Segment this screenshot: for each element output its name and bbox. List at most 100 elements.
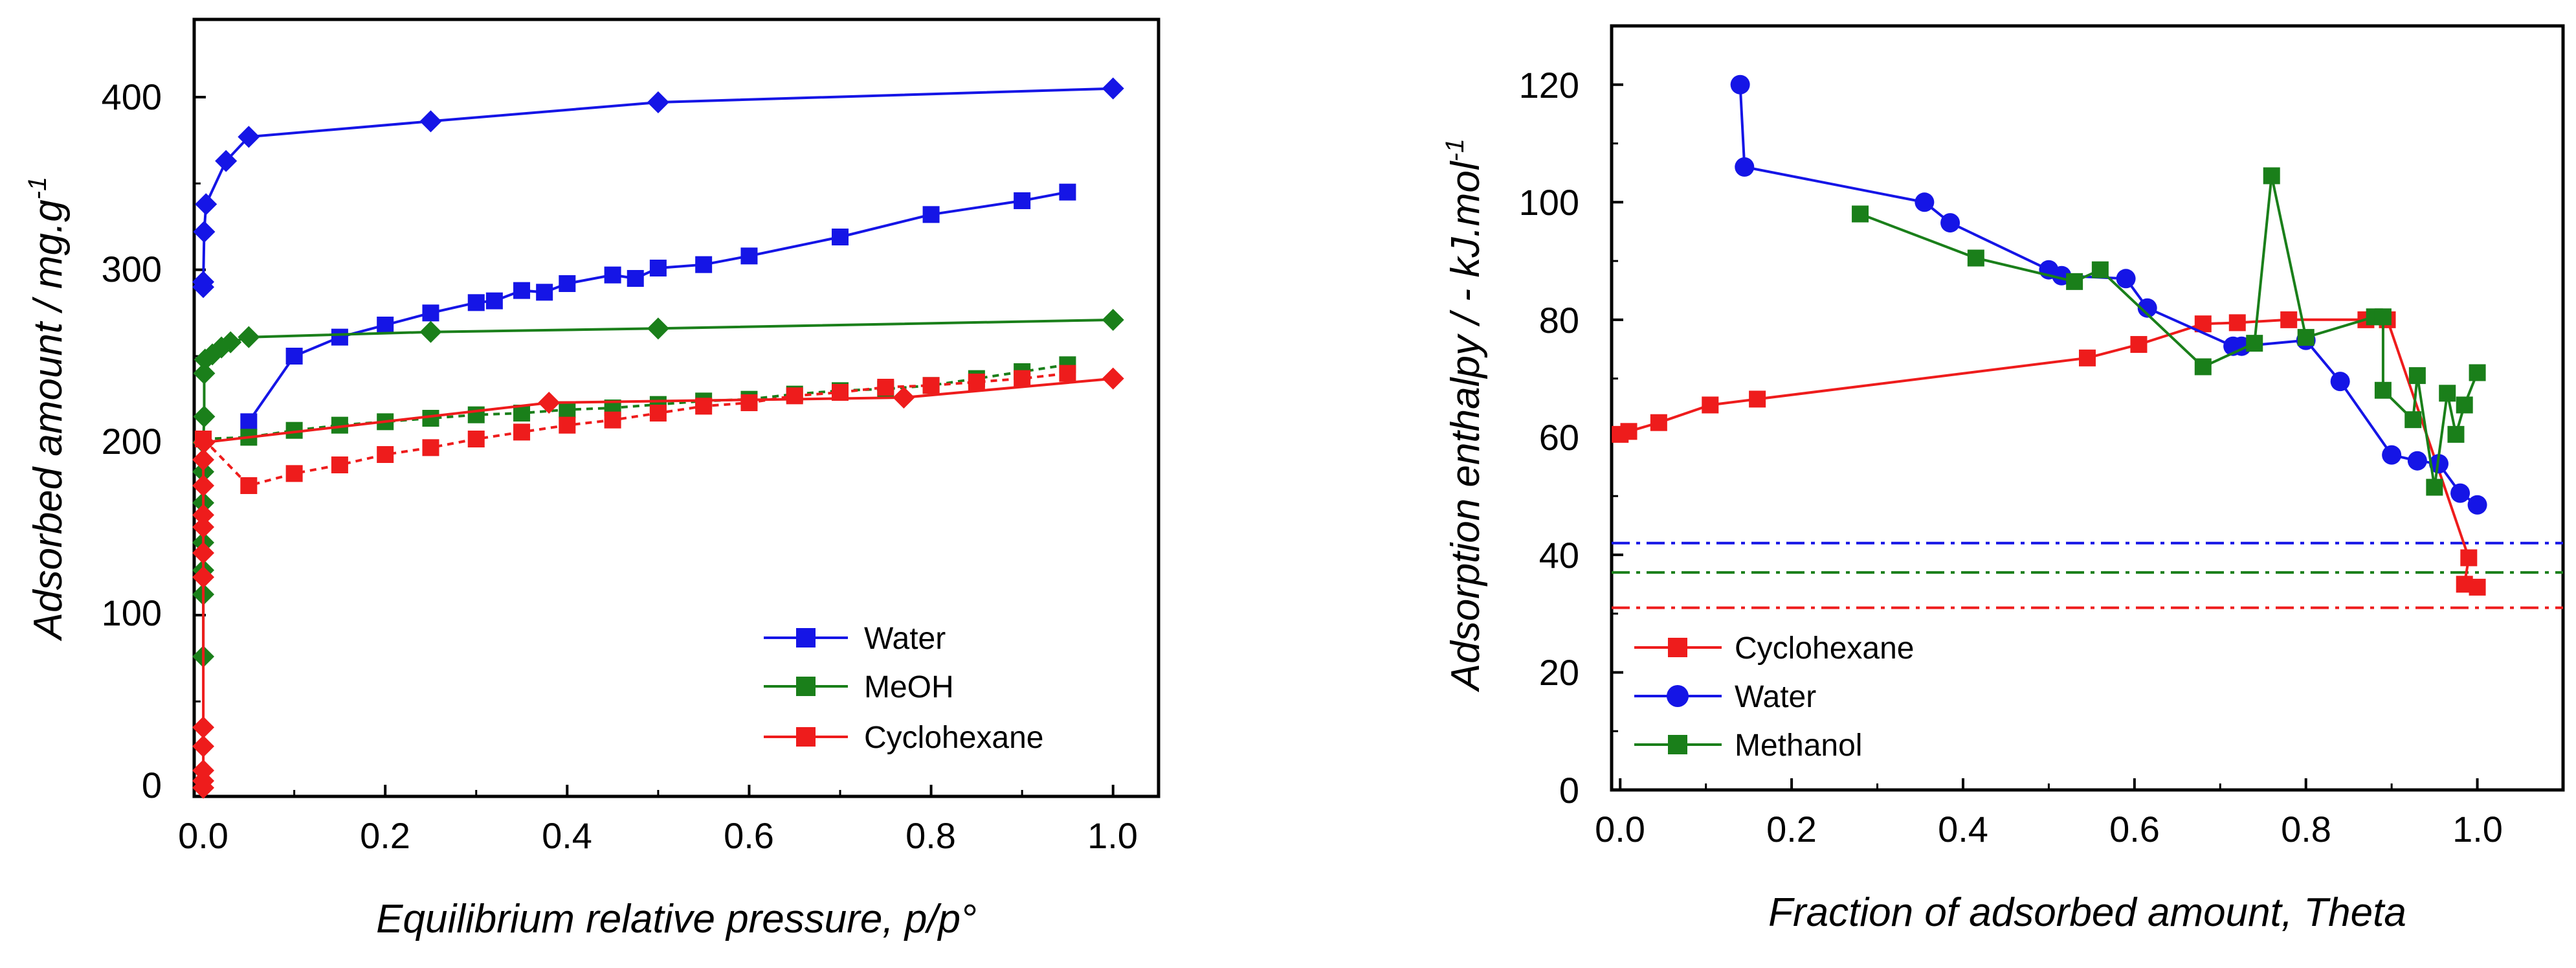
right-xtick-0.0: 0.0 [1595, 809, 1645, 850]
right-series-water [1730, 74, 2487, 515]
right-series-cyclohexane [1612, 311, 2486, 596]
right-cyclohexane-point-9 [2280, 311, 2298, 328]
right-cyclohexane-point-5 [2079, 349, 2096, 366]
right-methanol-point-0 [1852, 205, 1869, 223]
left-series-layer [192, 77, 1124, 799]
left-water-desorption-point-6 [485, 292, 503, 310]
right-water-point-7 [2137, 298, 2157, 318]
left-legend-marker-meoh [796, 677, 816, 696]
left-legend-marker-water [796, 628, 816, 647]
left-cyclohexane-desorption-point-15 [877, 379, 894, 396]
left-water-desorption-point-3 [377, 317, 394, 333]
right-series-layer [1612, 74, 2487, 596]
left-series-water-adsorption [192, 77, 1124, 298]
right-water-point-13 [2407, 451, 2427, 471]
right-methanol-point-15 [2447, 425, 2465, 443]
left-cyclohexane-desorption-point-11 [695, 398, 713, 415]
left-xtick-0.4: 0.4 [542, 815, 592, 856]
left-cyclohexane-adsorption-point-5 [192, 566, 215, 589]
left-water-desorption-point-14 [740, 247, 758, 265]
right-ytick-0: 0 [1559, 770, 1579, 811]
left-meoh-adsorption-point-13 [238, 326, 260, 348]
left-cyclohexane-desorption-point-5 [422, 439, 439, 456]
left-water-desorption-point-5 [467, 294, 485, 311]
left-water-desorption-point-17 [1014, 192, 1031, 209]
left-cyclohexane-desorption-point-14 [832, 384, 849, 401]
left-cyclohexane-adsorption-point-9 [192, 475, 215, 497]
right-y-axis-title-superscript: -1 [1441, 139, 1469, 162]
left-cyclohexane-desorption-point-1 [240, 477, 258, 494]
right-methanol-point-14 [2439, 385, 2456, 402]
left-ytick-200: 200 [102, 421, 162, 462]
left-water-desorption-point-13 [695, 256, 713, 273]
left-x-axis-title: Equilibrium relative pressure, p/p° [376, 897, 977, 941]
left-xtick-1.0: 1.0 [1087, 815, 1138, 856]
right-y-axis-title: Adsorption enthalpy / - kJ.mol-1 [1441, 139, 1488, 693]
left-cyclohexane-desorption-point-3 [331, 456, 348, 473]
right-water-point-1 [1735, 157, 1755, 177]
right-ytick-80: 80 [1539, 300, 1579, 341]
right-series-methanol [1852, 167, 2486, 496]
left-cyclohexane-desorption-point-8 [559, 416, 576, 434]
left-cyclohexane-adsorption-point-3 [192, 735, 215, 758]
left-cyclohexane-adsorption-point-12 [538, 392, 561, 414]
right-ytick-100: 100 [1519, 182, 1579, 223]
right-legend-label-water: Water [1735, 680, 1816, 714]
left-cyclohexane-desorption-point-0 [195, 431, 212, 447]
left-xtick-0.8: 0.8 [905, 815, 956, 856]
right-x-axis-title: Fraction of adsorbed amount, Theta [1768, 890, 2406, 935]
left-cyclohexane-desorption-point-17 [968, 374, 985, 390]
left-cyclohexane-adsorption-point-10 [192, 449, 215, 471]
right-cyclohexane-point-6 [2130, 335, 2148, 353]
left-y-axis-title-main: Adsorbed amount / mg.g [26, 199, 71, 642]
left-series-cyclohexane-desorption [195, 365, 1076, 494]
right-plot-frame [1610, 24, 2565, 792]
right-methanol-point-16 [2456, 396, 2473, 414]
left-ytick-0: 0 [142, 765, 162, 805]
right-cyclohexane-point-8 [2228, 314, 2246, 332]
left-water-adsorption-point-4 [215, 150, 238, 172]
left-water-desorption-point-4 [422, 304, 439, 322]
left-cyclohexane-adsorption-point-14 [1102, 367, 1124, 390]
right-cyclohexane-point-14 [2469, 578, 2486, 596]
left-water-adsorption-point-6 [419, 110, 442, 133]
left-water-adsorption-point-7 [647, 91, 669, 113]
right-methanol-point-3 [2091, 261, 2109, 278]
left-water-desorption-point-18 [1059, 183, 1076, 201]
left-water-desorption-point-10 [604, 266, 621, 284]
left-water-desorption-point-16 [922, 206, 940, 223]
left-cyclohexane-desorption-point-13 [786, 387, 803, 405]
left-cyclohexane-desorption-point-19 [1059, 365, 1076, 382]
left-ytick-100: 100 [102, 592, 162, 633]
right-legend-marker-water [1667, 685, 1689, 707]
right-legend-marker-cyclohexane [1668, 638, 1687, 657]
right-xtick-0.4: 0.4 [1938, 809, 1988, 850]
right-legend-marker-methanol [1668, 735, 1687, 754]
right-ytick-20: 20 [1539, 652, 1579, 693]
right-ytick-40: 40 [1539, 535, 1579, 576]
left-water-desorption-point-15 [832, 229, 849, 245]
left-meoh-adsorption-point-16 [1102, 309, 1124, 331]
chart-right: 0 20 40 60 80 100 120 0.0 0.2 0.4 0.6 0.… [1441, 24, 2565, 935]
left-water-desorption-point-1 [285, 348, 303, 365]
left-water-desorption-point-12 [649, 260, 667, 276]
left-cyclohexane-desorption-point-2 [285, 465, 303, 482]
right-xtick-1.0: 1.0 [2452, 809, 2503, 850]
right-methanol-point-4 [2194, 358, 2212, 376]
left-meoh-adsorption-point-12 [219, 331, 242, 354]
left-water-adsorption-point-3 [195, 193, 217, 216]
right-water-point-15 [2450, 483, 2471, 503]
left-water-desorption-point-8 [536, 284, 553, 301]
left-legend-marker-cyclohexane [796, 727, 816, 747]
left-plot-frame [192, 17, 1160, 798]
right-methanol-point-7 [2297, 329, 2315, 346]
left-legend: Water MeOH Cyclohexane [764, 622, 1044, 755]
right-methanol-point-13 [2426, 478, 2443, 496]
left-cyclohexane-desorption-point-7 [513, 423, 531, 441]
left-cyclohexane-desorption-point-9 [604, 411, 621, 429]
left-ytick-400: 400 [102, 76, 162, 117]
left-water-adsorption-point-1 [192, 271, 215, 293]
right-methanol-point-12 [2408, 367, 2426, 385]
right-legend: Cyclohexane Water Methanol [1634, 631, 1915, 763]
left-meoh-desorption-point-8 [559, 401, 576, 418]
